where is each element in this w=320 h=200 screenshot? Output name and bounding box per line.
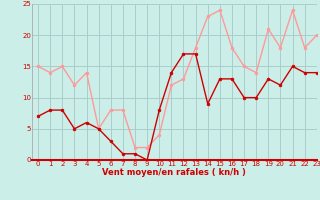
X-axis label: Vent moyen/en rafales ( kn/h ): Vent moyen/en rafales ( kn/h ) (102, 168, 246, 177)
